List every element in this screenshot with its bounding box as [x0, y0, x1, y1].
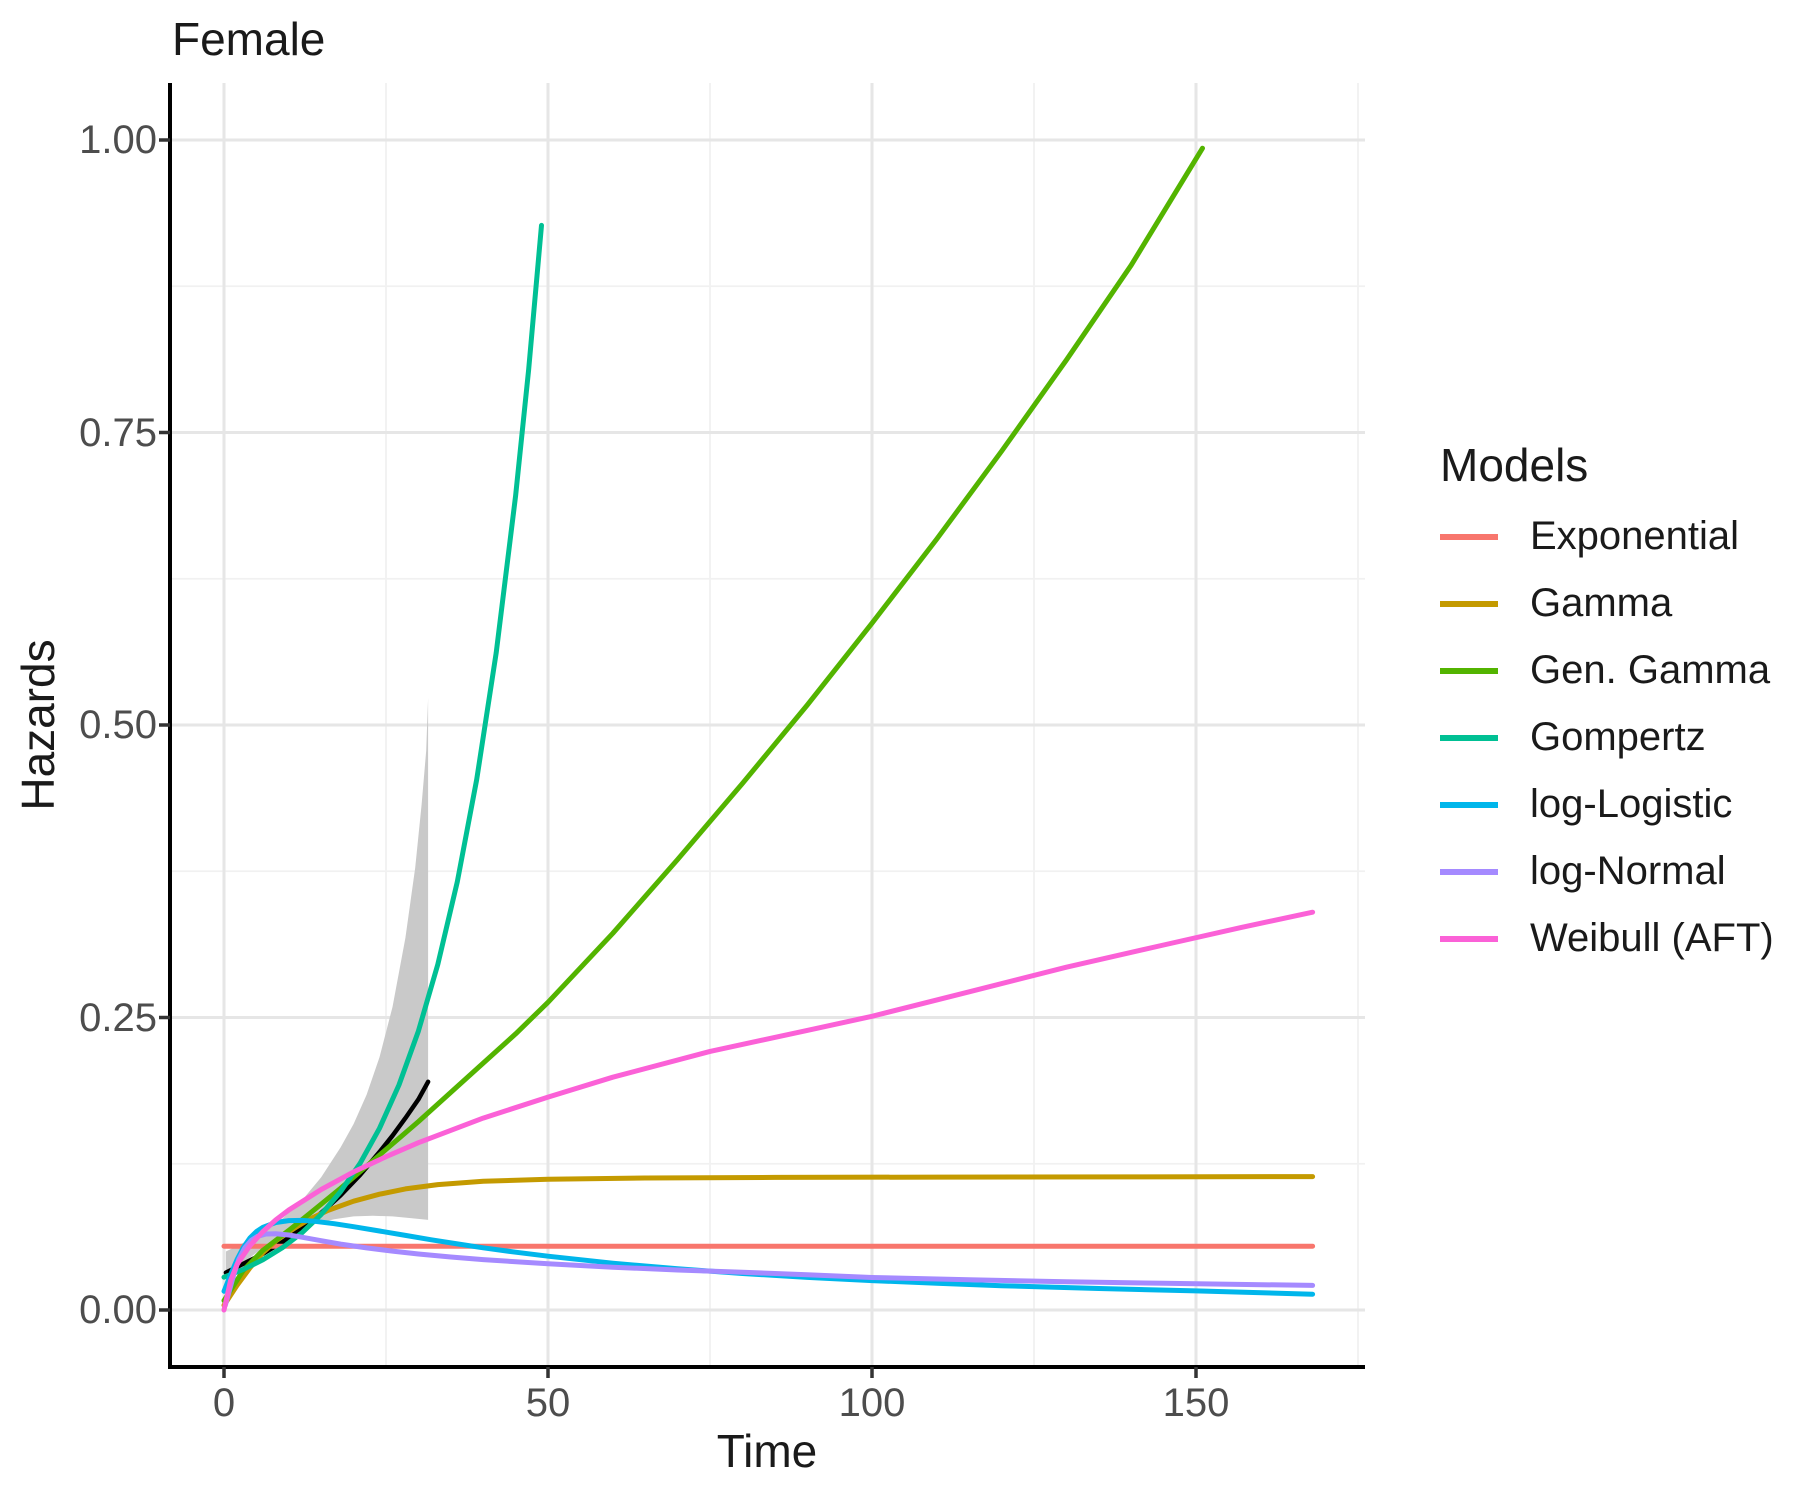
x-tick-label: 50 [525, 1381, 571, 1425]
y-tick-label: 0.25 [79, 995, 157, 1040]
x-tick-label: 150 [1162, 1381, 1230, 1425]
legend-key-line [1440, 734, 1498, 741]
plot-title: Female [172, 13, 326, 65]
y-tick-label: 0.75 [79, 410, 157, 455]
series-line-log-logistic [221, 1217, 1316, 1297]
legend-key-line [1440, 935, 1498, 942]
legend-entries: Exponential Gamma Gen. Gamma Gompertz log-Lo… [1440, 503, 1790, 972]
legend-entry-label: log-Normal [1530, 849, 1726, 893]
legend-entry-label: Gamma [1530, 581, 1673, 625]
legend-entry-label: Gompertz [1530, 715, 1706, 759]
legend-entry: log-Logistic [1440, 771, 1790, 838]
legend-entry: Exponential [1440, 503, 1790, 570]
legend-entry: Gompertz [1440, 704, 1790, 771]
legend-entry-label: log-Logistic [1530, 782, 1733, 826]
x-axis-title: Time [716, 1425, 818, 1477]
legend-key-line [1440, 868, 1498, 875]
legend-key-line [1440, 801, 1498, 808]
legend-key-line [1440, 667, 1498, 674]
legend-entry-label: Weibull (AFT) [1530, 916, 1774, 960]
y-tick-label: 1.00 [79, 118, 157, 162]
x-tick-label: 0 [212, 1381, 236, 1425]
legend-key-line [1440, 600, 1498, 607]
series-line-gen-gamma [221, 145, 1205, 1304]
legend-key-line [1440, 533, 1498, 540]
legend-entry-label: Gen. Gamma [1530, 648, 1771, 692]
legend-entry-label: Exponential [1530, 514, 1740, 558]
legend-entry: Gamma [1440, 570, 1790, 637]
x-tick-label: 100 [838, 1381, 906, 1425]
legend: Models Exponential Gamma Gen. Gamma Gompert… [1440, 437, 1790, 972]
legend-title: Models [1440, 439, 1589, 491]
legend-entry: Gen. Gamma [1440, 637, 1790, 704]
series-line-weibull-aft [221, 909, 1316, 1313]
y-tick-label: 0.00 [79, 1288, 157, 1332]
series-line-gompertz [221, 222, 544, 1280]
legend-entry: Weibull (AFT) [1440, 905, 1790, 972]
y-tick-label: 0.50 [79, 703, 157, 747]
legend-entry: log-Normal [1440, 838, 1790, 905]
